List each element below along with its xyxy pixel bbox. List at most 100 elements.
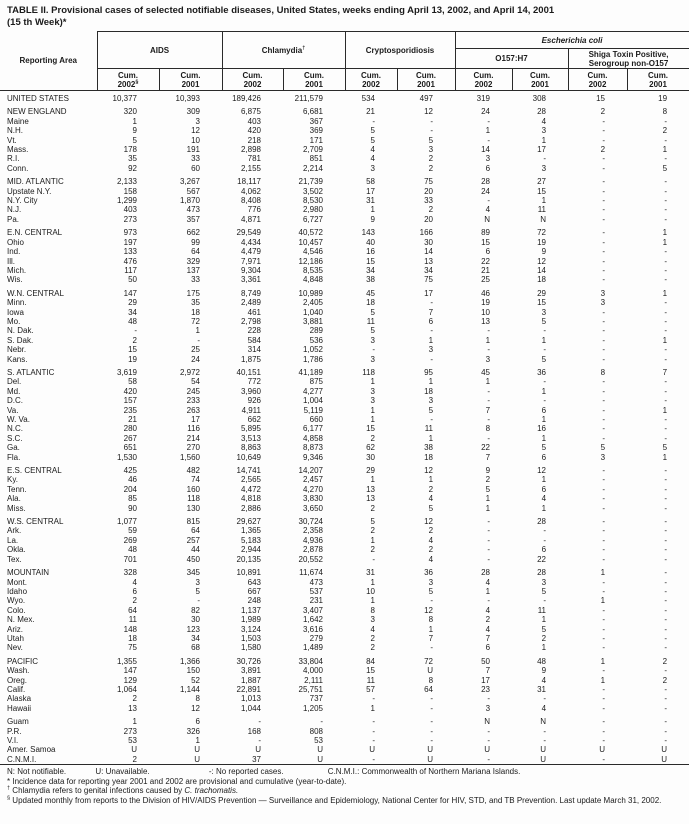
table-row: Miss. 90 130 2,886 3,650 2 5 1 1 - - (0, 504, 689, 513)
value-cell: 772 (247, 377, 261, 387)
value-cell: 29 (366, 466, 375, 476)
value-cell: - (664, 643, 668, 653)
value-cell: 5 (541, 316, 547, 326)
value-cell: - (664, 605, 668, 615)
value-cell: - (664, 377, 668, 387)
value-cell: N (540, 717, 547, 727)
value-cell: - (602, 177, 606, 187)
value-cell: 150 (186, 666, 200, 676)
reporting-area-cell: PACIFIC (7, 656, 38, 666)
value-cell: 17 (424, 288, 434, 298)
table-row: Mich. 117 137 9,304 8,535 34 34 21 14 - - (0, 266, 689, 275)
value-cell: 11 (366, 675, 375, 685)
value-cell: 10,393 (175, 94, 200, 103)
value-cell: 1 (195, 736, 200, 745)
value-cell: 1 (485, 586, 491, 596)
value-cell: - (664, 517, 668, 527)
value-cell: 2 (132, 754, 137, 764)
value-cell: - (602, 424, 606, 434)
value-cell: 28 (537, 568, 547, 578)
value-cell: - (664, 633, 668, 643)
value-cell: - (487, 545, 491, 555)
reporting-area-cell: W.N. CENTRAL (7, 288, 64, 298)
column-header-cum-0: Cum. 2002§ (96, 68, 160, 91)
value-cell: - (602, 726, 606, 736)
value-cell: 357 (186, 214, 200, 224)
value-cell: 1 (370, 577, 375, 587)
value-cell: 59 (128, 526, 137, 536)
value-cell: 7 (485, 666, 491, 676)
value-cell: - (602, 335, 606, 345)
value-cell: - (543, 736, 547, 745)
value-cell: - (602, 326, 606, 336)
value-cell: 28 (537, 107, 547, 117)
value-cell: 667 (247, 586, 261, 596)
value-cell: 19 (481, 298, 491, 308)
value-cell: 1 (662, 405, 668, 415)
value-cell: 18 (128, 633, 137, 643)
value-cell: - (602, 256, 606, 266)
reporting-area-cell: Conn. (7, 163, 29, 173)
value-cell: 31 (537, 684, 547, 694)
value-cell: - (602, 154, 606, 164)
value-cell: - (602, 526, 606, 536)
value-cell: - (487, 526, 491, 536)
footnote-marker: § (7, 795, 11, 802)
reporting-area-cell: Calif. (7, 684, 26, 694)
value-cell: 23 (481, 684, 491, 694)
value-cell: 228 (247, 326, 261, 336)
value-cell: - (664, 736, 668, 745)
value-cell: 19 (537, 237, 547, 247)
value-cell: - (372, 345, 375, 355)
value-cell: - (664, 694, 668, 704)
value-cell: 45 (481, 367, 491, 377)
table-row: S. Dak. 2 - 584 536 3 1 1 1 - 1 (0, 336, 689, 345)
value-cell: 168 (247, 726, 261, 736)
value-cell: 10,891 (236, 568, 261, 578)
value-cell: 1 (541, 135, 547, 145)
value-cell: 1,580 (240, 643, 261, 653)
value-cell: 461 (247, 307, 261, 317)
value-cell: 95 (424, 367, 434, 377)
value-cell: 1,489 (302, 643, 323, 653)
value-cell: 245 (186, 386, 200, 396)
value-cell: 25,751 (298, 684, 323, 694)
value-cell: 1 (541, 503, 547, 513)
table-row: Guam 1 6 - - - - N N - - (0, 717, 689, 726)
group-label: Shiga Toxin Positive, Serogroup non-O157 (588, 49, 669, 68)
value-cell: 4 (541, 675, 547, 685)
value-cell: 3,891 (240, 666, 261, 676)
value-cell: 129 (123, 675, 137, 685)
value-cell: 20 (424, 214, 434, 224)
table-row: E.N. CENTRAL 973 662 29,549 40,572 143 166 89 72… (0, 228, 689, 237)
value-cell: - (664, 726, 668, 736)
table-row: Mont. 4 3 643 473 1 3 4 3 - - (0, 578, 689, 587)
value-cell: 31 (366, 568, 375, 578)
value-cell: 20,552 (298, 554, 323, 564)
value-cell: - (664, 433, 668, 443)
value-cell: U (369, 745, 375, 755)
reporting-area-cell: Ill. (7, 256, 15, 266)
value-cell: 48 (128, 316, 137, 326)
value-cell: 10 (191, 135, 200, 145)
value-cell: 308 (532, 94, 547, 103)
value-cell: 1,355 (116, 656, 137, 666)
reporting-area-cell: Ga. (7, 443, 20, 453)
reporting-area-cell: S.C. (7, 433, 23, 443)
value-cell: 1 (541, 415, 547, 424)
value-cell: U (255, 745, 261, 755)
value-cell: - (430, 736, 434, 745)
value-cell: 5,895 (240, 424, 261, 434)
value-cell: - (664, 494, 668, 504)
value-cell: 92 (128, 163, 137, 173)
value-cell: 4,062 (240, 186, 261, 196)
table-row: N.J. 403 473 776 2,980 1 2 4 11 - - (0, 205, 689, 214)
value-cell: 270 (186, 443, 200, 453)
table-row: Vt. 5 10 218 171 5 5 - 1 - - (0, 136, 689, 145)
value-cell: 1,205 (302, 703, 323, 713)
table-row: Minn. 29 35 2,489 2,405 18 - 19 15 3 - (0, 298, 689, 307)
value-cell: 2 (428, 545, 434, 555)
group-footnote-mark: † (302, 44, 306, 51)
table-row: Iowa 34 18 461 1,040 5 7 10 3 - - (0, 308, 689, 317)
